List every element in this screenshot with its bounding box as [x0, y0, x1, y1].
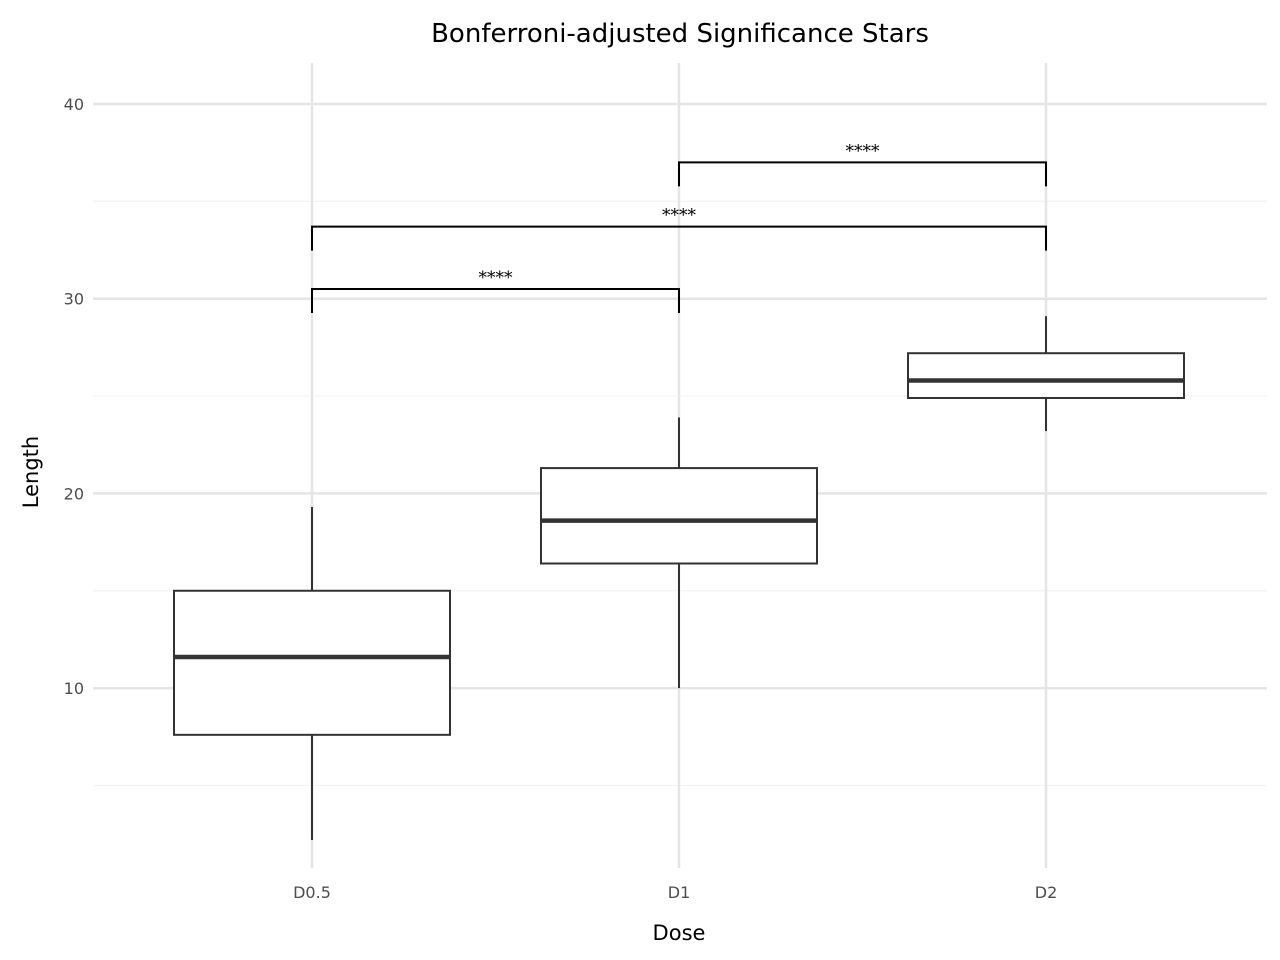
boxes [173, 316, 1185, 840]
y-axis-ticks: 10 20 30 40 [64, 95, 84, 698]
box-D0.5 [173, 507, 451, 840]
box-D2 [907, 316, 1185, 432]
y-tick-label: 10 [64, 679, 84, 698]
x-tick-label: D2 [1035, 883, 1058, 902]
significance-stars: **** [479, 268, 514, 288]
significance-stars: **** [662, 206, 697, 226]
bracket-D1-D2: **** [678, 141, 1047, 187]
y-tick-label: 40 [64, 95, 84, 114]
x-axis-ticks: D0.5 D1 D2 [293, 883, 1057, 902]
significance-brackets: **** **** **** [311, 141, 1047, 313]
bracket-D0.5-D1: **** [311, 268, 680, 313]
y-tick-label: 30 [64, 290, 84, 309]
chart-title: Bonferroni-adjusted Significance Stars [431, 19, 929, 49]
box-D1 [540, 417, 818, 689]
x-tick-label: D1 [668, 883, 691, 902]
y-tick-label: 20 [64, 484, 84, 503]
significance-stars: **** [846, 141, 881, 161]
x-tick-label: D0.5 [293, 883, 331, 902]
y-axis-label: Length [19, 436, 43, 508]
x-axis-label: Dose [653, 921, 706, 945]
bracket-D0.5-D2: **** [311, 206, 1047, 251]
